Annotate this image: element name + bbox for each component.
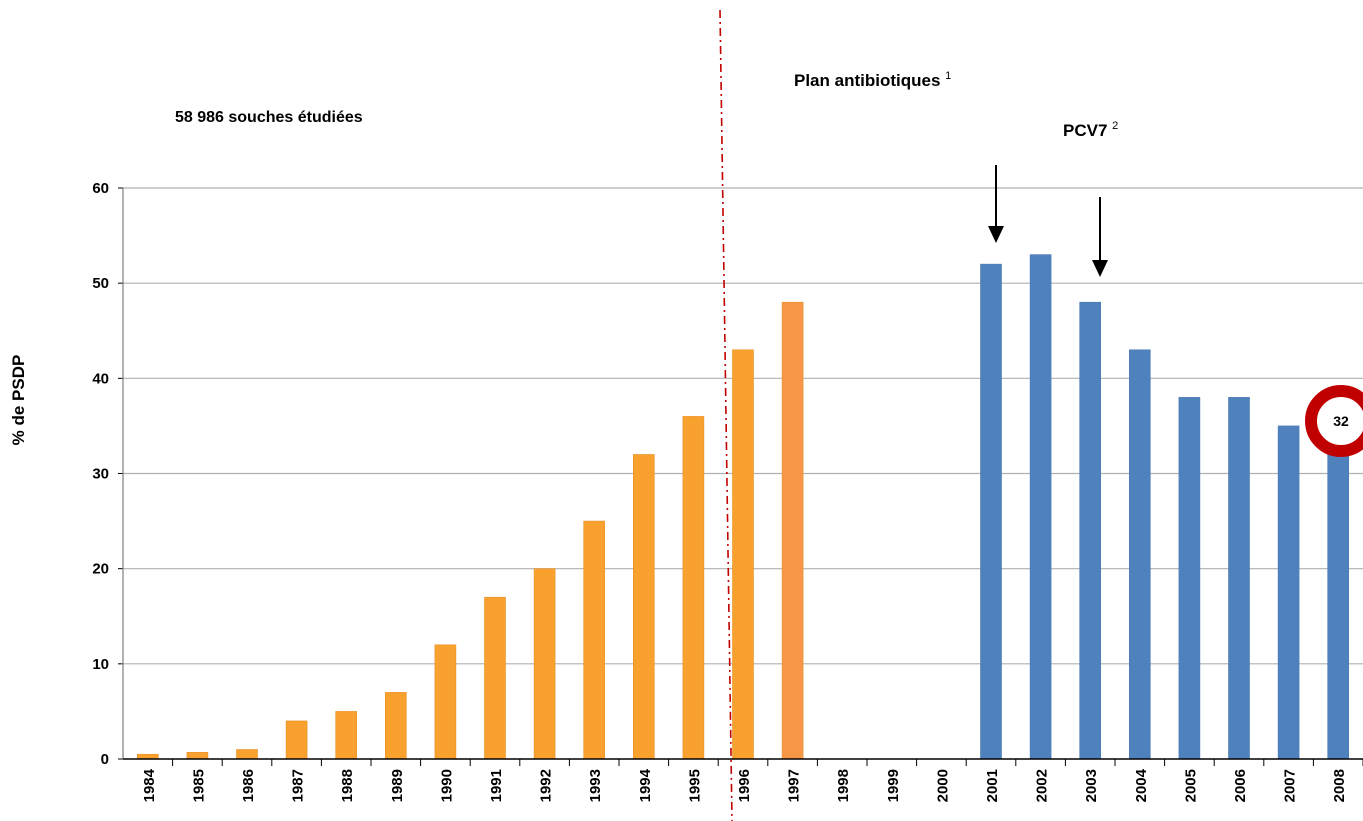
bar-1995 (682, 416, 705, 760)
x-tick-label-1992: 1992 (538, 769, 555, 802)
y-tick-label-50: 50 (92, 275, 109, 292)
x-tick-label-1987: 1987 (290, 769, 307, 802)
bar-2006 (1228, 397, 1250, 760)
highlight-value: 32 (1333, 413, 1349, 429)
x-tick-label-1988: 1988 (339, 769, 356, 802)
y-axis-title: % de PSDP (9, 355, 28, 446)
x-tick-label-1990: 1990 (438, 769, 455, 802)
plan-annotation-sup: 1 (945, 70, 951, 82)
bar-2003 (1079, 301, 1101, 760)
axes (118, 187, 1363, 766)
x-tick-label-2000: 2000 (934, 769, 951, 802)
bar-1991 (484, 596, 506, 760)
plan-annotation: Plan antibiotiques 1 (794, 70, 951, 90)
divider-line (719, 9, 733, 821)
pcv7-annotation-sup: 2 (1112, 120, 1118, 132)
bar-1986 (236, 749, 258, 760)
y-tick-label-10: 10 (92, 656, 109, 673)
x-tick-labels: 1984 1985 1986 1987 1988 1989 1990 1991 1992 1993… (141, 768, 1348, 802)
bar-2007 (1277, 425, 1300, 760)
x-tick-label-2006: 2006 (1232, 769, 1249, 802)
x-tick-label-1995: 1995 (686, 769, 703, 802)
x-tick-label-2005: 2005 (1182, 769, 1199, 802)
y-tick-label-20: 20 (92, 561, 109, 578)
x-tick-label-1996: 1996 (736, 769, 753, 802)
bar-1992 (533, 568, 556, 760)
bar-1988 (335, 711, 358, 760)
plan-arrow (988, 165, 1004, 243)
strains-annotation: 58 986 souches étudiées (175, 109, 363, 126)
bar-2001 (980, 263, 1002, 760)
bar-1985 (186, 752, 209, 760)
bar-2005 (1178, 397, 1201, 760)
x-tick-label-2002: 2002 (1034, 769, 1051, 802)
bar-1996 (732, 349, 754, 760)
x-tick-label-2008: 2008 (1331, 769, 1348, 802)
pcv7-arrow (1092, 197, 1108, 277)
bar-1993 (583, 520, 606, 760)
x-tick-label-1985: 1985 (190, 769, 207, 802)
bar-1997 (781, 301, 804, 760)
x-tick-label-2004: 2004 (1133, 768, 1150, 802)
bar-1994 (632, 454, 655, 760)
x-tick-label-1984: 1984 (141, 768, 158, 802)
x-tick-label-1994: 1994 (637, 768, 654, 802)
y-tick-label-0: 0 (101, 751, 109, 768)
x-tick-label-1986: 1986 (240, 769, 257, 802)
x-tick-label-1998: 1998 (835, 769, 852, 802)
x-tick-label-2007: 2007 (1282, 769, 1299, 802)
highlight-ring (1305, 385, 1363, 457)
pcv7-annotation: PCV7 2 (1063, 120, 1118, 140)
bar-2004 (1129, 349, 1151, 760)
bar-2002 (1029, 254, 1052, 760)
highlight-marker: 32 (1305, 385, 1363, 457)
pcv7-annotation-text: PCV7 (1063, 121, 1107, 140)
bar-1990 (434, 644, 457, 760)
x-tick-label-2001: 2001 (984, 769, 1001, 802)
plan-annotation-text: Plan antibiotiques (794, 71, 940, 90)
y-tick-labels: 0 10 20 30 40 50 60 (92, 180, 109, 768)
x-tick-label-1993: 1993 (587, 769, 604, 802)
bar-1989 (384, 692, 407, 760)
y-tick-label-60: 60 (92, 180, 109, 197)
bars (137, 254, 1349, 760)
x-tick-label-1991: 1991 (488, 769, 505, 802)
y-tick-label-30: 30 (92, 466, 109, 483)
y-tick-label-40: 40 (92, 370, 109, 387)
x-tick-label-2003: 2003 (1083, 769, 1100, 802)
x-tick-label-1999: 1999 (885, 769, 902, 802)
x-tick-label-1997: 1997 (786, 769, 803, 802)
x-tick-label-1989: 1989 (389, 769, 406, 802)
bar-2008 (1327, 454, 1349, 760)
bar-1987 (285, 720, 308, 760)
